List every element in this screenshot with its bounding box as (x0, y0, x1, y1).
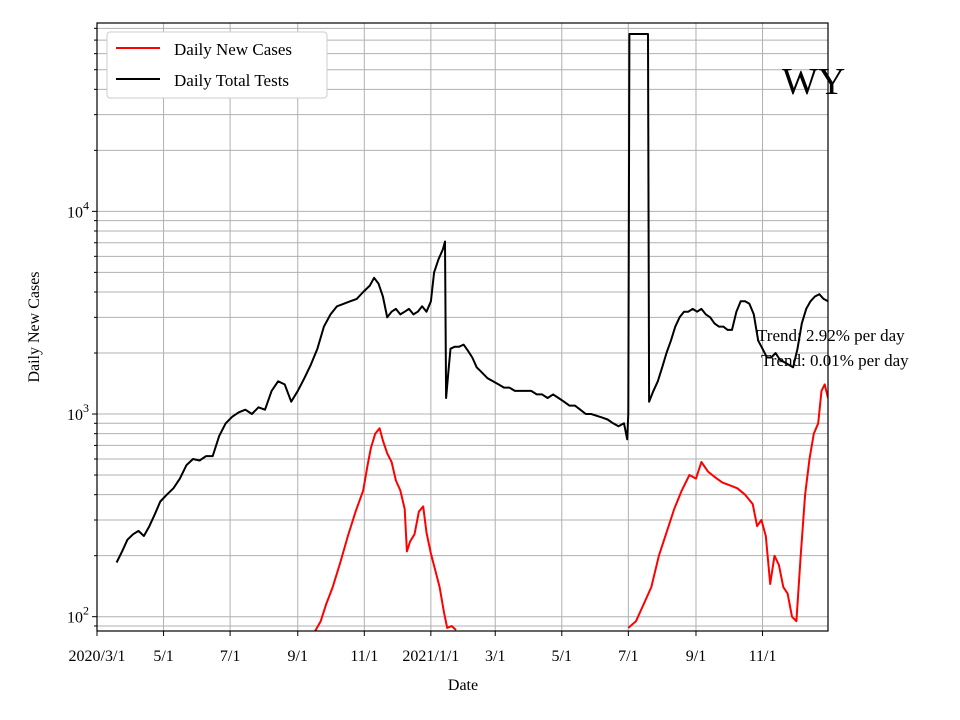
y-tick-label: 103 (67, 401, 89, 424)
legend: Daily New Cases Daily Total Tests (106, 31, 328, 99)
y-tick-label: 102 (67, 604, 89, 627)
x-tick-label: 11/1 (350, 648, 378, 665)
series-line-total-tests (115, 33, 828, 563)
annotation-trend-cases: Trend: 2.92% per day (757, 326, 905, 345)
series-line-new-cases-1 (627, 383, 828, 629)
legend-label-tests: Daily Total Tests (174, 71, 289, 90)
x-tick-label: 2020/3/1 (69, 648, 126, 665)
legend-box (106, 31, 328, 99)
plot-background (97, 23, 828, 631)
x-tick-label: 2021/1/1 (402, 648, 459, 665)
x-tick-label: 9/1 (288, 648, 308, 665)
x-tick-label: 9/1 (686, 648, 706, 665)
state-label: WY (782, 61, 845, 103)
x-tick-label: 11/1 (749, 648, 777, 665)
x-tick-label: 5/1 (552, 648, 572, 665)
x-tick-label: 7/1 (618, 648, 638, 665)
x-tick-label: 7/1 (220, 648, 240, 665)
series-line-new-cases-0 (314, 427, 457, 631)
plot-frame (96, 22, 829, 632)
y-axis-title: Daily New Cases (26, 271, 43, 382)
axis-ticks: 2020/3/1 5/1 7/1 9/1 11/1 2021/1/1 3/1 5/1 7/1 9/… (67, 27, 777, 665)
series-layer (115, 33, 828, 631)
annotation-trend-tests: Trend: 0.01% per day (761, 351, 909, 370)
x-tick-label: 3/1 (485, 648, 505, 665)
x-axis-title: Date (448, 677, 478, 694)
y-tick-label: 104 (67, 198, 89, 221)
x-tick-label: 5/1 (153, 648, 173, 665)
legend-label-cases: Daily New Cases (174, 40, 292, 59)
